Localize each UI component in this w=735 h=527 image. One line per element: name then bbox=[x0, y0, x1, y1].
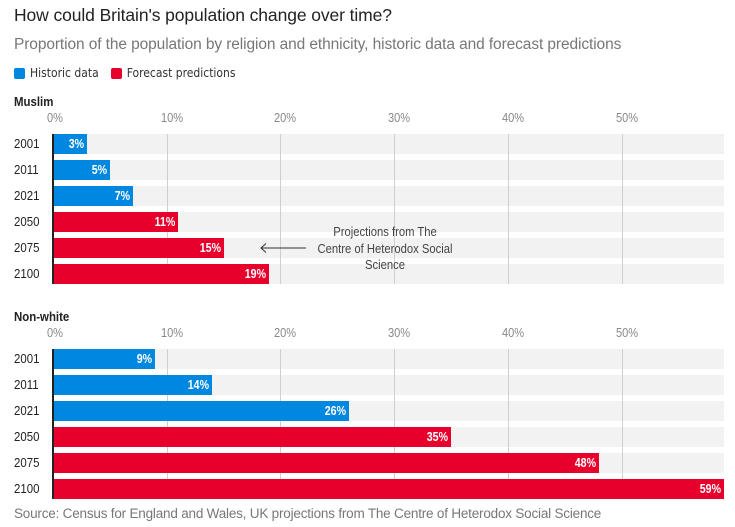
x-tick-label: 20% bbox=[274, 110, 297, 125]
legend: Historic data Forecast predictions bbox=[14, 66, 248, 80]
bar-value-label: 15% bbox=[199, 241, 221, 255]
row-background bbox=[53, 160, 724, 180]
bar-value-label: 7% bbox=[114, 189, 130, 203]
zero-axis-line bbox=[52, 349, 54, 499]
row-background bbox=[53, 186, 724, 206]
x-tick-label: 30% bbox=[388, 110, 411, 125]
gridline bbox=[280, 349, 281, 499]
category-label: 2050 bbox=[14, 429, 40, 444]
gridline bbox=[394, 134, 395, 284]
bar-2100 bbox=[53, 479, 724, 499]
gridline bbox=[167, 134, 168, 284]
gridline bbox=[280, 134, 281, 284]
bar-value-label: 3% bbox=[68, 137, 85, 151]
annotation-arrow-icon bbox=[260, 243, 306, 253]
gridline bbox=[622, 349, 623, 499]
bar-value-label: 11% bbox=[154, 215, 176, 229]
x-tick-label: 50% bbox=[616, 325, 639, 340]
legend-label-forecast: Forecast predictions bbox=[126, 66, 236, 80]
category-label: 2021 bbox=[14, 403, 40, 418]
bar-2011 bbox=[53, 375, 213, 395]
bar-2021 bbox=[53, 401, 349, 421]
x-tick-label: 0% bbox=[47, 325, 63, 340]
category-label: 2050 bbox=[14, 214, 40, 229]
bar-value-label: 26% bbox=[324, 404, 346, 418]
bar-value-label: 19% bbox=[244, 267, 267, 281]
category-label: 2100 bbox=[14, 266, 40, 281]
category-label: 2001 bbox=[14, 351, 40, 366]
bar-value-label: 59% bbox=[699, 482, 721, 496]
category-label: 2011 bbox=[14, 377, 39, 392]
annotation-line: Projections from The bbox=[333, 225, 437, 239]
gridline bbox=[508, 349, 509, 499]
x-tick-label: 10% bbox=[161, 325, 184, 340]
gridline bbox=[508, 134, 509, 284]
category-label: 2001 bbox=[14, 136, 40, 151]
gridline bbox=[394, 349, 395, 499]
gridline bbox=[622, 134, 623, 284]
chart-panel-muslim: Muslim 0% 10% 20% 30% 40% 50% 3% 2001 5% 2011 7% 20… bbox=[14, 94, 724, 284]
chart-subtitle: Proportion of the population by religion… bbox=[14, 36, 622, 53]
bar-2050 bbox=[53, 212, 179, 232]
gridline bbox=[167, 349, 168, 499]
bar-2001 bbox=[53, 349, 156, 369]
category-label: 2011 bbox=[14, 162, 39, 177]
bar-value-label: 48% bbox=[574, 456, 596, 470]
annotation-line: Centre of Heterodox Social bbox=[317, 241, 453, 256]
panel-title-non-white: Non-white bbox=[14, 309, 70, 324]
panel-title-muslim: Muslim bbox=[14, 94, 54, 109]
x-tick-label: 10% bbox=[161, 110, 184, 125]
bar-value-label: 35% bbox=[426, 430, 448, 444]
category-label: 2100 bbox=[14, 481, 40, 496]
row-background bbox=[53, 212, 724, 232]
bar-2050 bbox=[53, 427, 451, 447]
category-label: 2075 bbox=[14, 455, 40, 470]
x-tick-label: 40% bbox=[502, 110, 525, 125]
x-tick-label: 20% bbox=[274, 325, 297, 340]
annotation-line: Science bbox=[364, 258, 406, 272]
bar-value-label: 14% bbox=[187, 378, 210, 392]
row-background bbox=[53, 375, 724, 395]
row-background bbox=[53, 349, 724, 369]
bar-value-label: 5% bbox=[91, 163, 107, 177]
bar-2001 bbox=[53, 134, 88, 154]
legend-item-forecast: Forecast predictions bbox=[110, 66, 236, 80]
x-tick-label: 0% bbox=[47, 110, 63, 125]
bar-2011 bbox=[53, 160, 110, 180]
chart-panel-non-white: Non-white 0% 10% 20% 30% 40% 50% 9% 2001 14% 2011… bbox=[14, 309, 724, 499]
bar-value-label: 9% bbox=[136, 352, 153, 366]
zero-axis-line bbox=[52, 134, 54, 284]
bar-2075 bbox=[53, 453, 599, 473]
legend-item-historic: Historic data bbox=[14, 66, 99, 80]
bar-2021 bbox=[53, 186, 133, 206]
legend-swatch-forecast bbox=[110, 67, 122, 79]
x-tick-label: 30% bbox=[388, 325, 411, 340]
chart-title: How could Britain's population change ov… bbox=[14, 5, 392, 25]
category-label: 2021 bbox=[14, 188, 40, 203]
bar-2100 bbox=[53, 264, 270, 284]
annotation-text: Projections from The Centre of Heterodox… bbox=[314, 224, 456, 274]
legend-label-historic: Historic data bbox=[30, 66, 99, 80]
source-note: Source: Census for England and Wales, UK… bbox=[14, 506, 602, 521]
x-tick-label: 50% bbox=[616, 110, 639, 125]
x-tick-label: 40% bbox=[502, 325, 525, 340]
category-label: 2075 bbox=[14, 240, 40, 255]
legend-swatch-historic bbox=[14, 67, 25, 79]
bar-2075 bbox=[53, 238, 224, 258]
row-background bbox=[53, 134, 724, 154]
